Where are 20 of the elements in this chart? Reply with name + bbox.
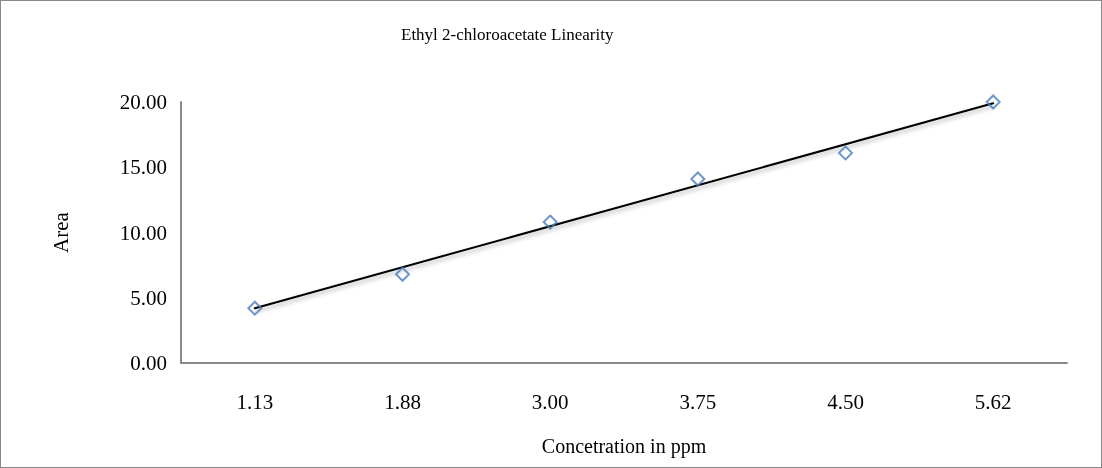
y-tick-label: 10.00: [119, 220, 167, 245]
x-tick-label: 1.88: [384, 389, 421, 414]
point: [985, 94, 1001, 110]
point: [838, 145, 853, 161]
y-tick-label: 5.00: [130, 285, 167, 310]
y-tick-label: 0.00: [130, 351, 167, 375]
point: [247, 300, 263, 316]
y-tick-label: 20.00: [119, 90, 167, 114]
x-tick-label: 4.50: [827, 389, 864, 414]
x-tick-label: 1.13: [236, 389, 274, 414]
point: [395, 266, 410, 282]
point: [542, 214, 558, 230]
x-tick-label: 3.00: [531, 389, 569, 414]
x-tick-label: 5.62: [974, 389, 1012, 414]
x-axis-title: Concetration in ppm: [541, 435, 707, 458]
point: [690, 171, 706, 187]
x-tick-label: 3.75: [679, 389, 717, 414]
y-axis-title: Area: [48, 211, 73, 253]
y-tick-label: 15.00: [119, 155, 167, 180]
chart-title: Ethyl 2-chloroacetate Linearity: [401, 25, 614, 44]
